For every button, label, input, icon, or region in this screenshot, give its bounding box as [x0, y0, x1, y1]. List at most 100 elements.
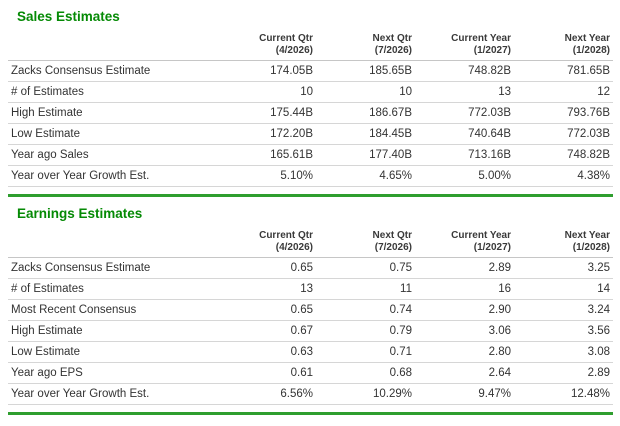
- section-separator-line: [8, 412, 613, 415]
- cell-value: 0.71: [316, 341, 415, 363]
- row-label: # of Estimates: [8, 81, 217, 103]
- cell-value: 748.82B: [514, 144, 613, 166]
- column-header-date: (1/2027): [473, 44, 511, 56]
- row-label: Zacks Consensus Estimate: [8, 257, 217, 279]
- table-row: Year ago EPS 0.61 0.68 2.64 2.89: [8, 362, 613, 384]
- column-header: Next Year (1/2028): [514, 230, 613, 258]
- row-label: Year ago Sales: [8, 144, 217, 166]
- column-header: Current Qtr (4/2026): [217, 33, 316, 61]
- row-label: High Estimate: [8, 320, 217, 342]
- earnings-estimates-section: Earnings Estimates Current Qtr (4/2026) Ne…: [8, 206, 613, 415]
- column-header-date: (7/2026): [374, 241, 412, 253]
- column-header: Next Qtr (7/2026): [316, 33, 415, 61]
- column-header: Next Qtr (7/2026): [316, 230, 415, 258]
- cell-value: 175.44B: [217, 102, 316, 124]
- column-header-period: Next Year: [564, 33, 610, 44]
- column-header-date: (4/2026): [275, 44, 313, 56]
- cell-value: 4.65%: [316, 165, 415, 187]
- table-row: Low Estimate 172.20B 184.45B 740.64B 772.03B: [8, 123, 613, 145]
- column-header-period: Next Year: [564, 230, 610, 241]
- cell-value: 3.56: [514, 320, 613, 342]
- row-label: Year ago EPS: [8, 362, 217, 384]
- cell-value: 11: [316, 278, 415, 300]
- cell-value: 793.76B: [514, 102, 613, 124]
- row-label: Low Estimate: [8, 341, 217, 363]
- cell-value: 177.40B: [316, 144, 415, 166]
- column-header-period: Current Year: [451, 33, 511, 44]
- column-header-date: (4/2026): [275, 241, 313, 253]
- cell-value: 0.61: [217, 362, 316, 384]
- table-row: High Estimate 175.44B 186.67B 772.03B 793.76…: [8, 102, 613, 124]
- column-header: Current Qtr (4/2026): [217, 230, 316, 258]
- cell-value: 2.90: [415, 299, 514, 321]
- row-label-column-header: [8, 230, 217, 258]
- table-row: High Estimate 0.67 0.79 3.06 3.56: [8, 320, 613, 342]
- column-header-date: (1/2027): [473, 241, 511, 253]
- row-label: High Estimate: [8, 102, 217, 124]
- cell-value: 0.65: [217, 299, 316, 321]
- row-label: Zacks Consensus Estimate: [8, 60, 217, 82]
- cell-value: 2.89: [415, 257, 514, 279]
- cell-value: 748.82B: [415, 60, 514, 82]
- cell-value: 2.80: [415, 341, 514, 363]
- table-row: # of Estimates 10 10 13 12: [8, 81, 613, 103]
- sales-estimates-table: Current Qtr (4/2026) Next Qtr (7/2026) Curre…: [8, 33, 613, 187]
- cell-value: 184.45B: [316, 123, 415, 145]
- table-row: Year ago Sales 165.61B 177.40B 713.16B 748.8…: [8, 144, 613, 166]
- cell-value: 772.03B: [415, 102, 514, 124]
- row-label: # of Estimates: [8, 278, 217, 300]
- cell-value: 3.06: [415, 320, 514, 342]
- sales-section-title: Sales Estimates: [17, 9, 120, 24]
- cell-value: 781.65B: [514, 60, 613, 82]
- cell-value: 13: [415, 81, 514, 103]
- column-header-period: Current Year: [451, 230, 511, 241]
- cell-value: 10.29%: [316, 383, 415, 405]
- cell-value: 0.79: [316, 320, 415, 342]
- cell-value: 0.68: [316, 362, 415, 384]
- cell-value: 172.20B: [217, 123, 316, 145]
- column-header-period: Current Qtr: [259, 230, 313, 241]
- row-label-column-header: [8, 33, 217, 61]
- table-row: Zacks Consensus Estimate 174.05B 185.65B 74…: [8, 60, 613, 82]
- estimates-page: Sales Estimates Current Qtr (4/2026) Next …: [8, 9, 613, 415]
- column-header-period: Next Qtr: [372, 230, 412, 241]
- table-row: # of Estimates 13 11 16 14: [8, 278, 613, 300]
- row-label: Year over Year Growth Est.: [8, 165, 217, 187]
- cell-value: 772.03B: [514, 123, 613, 145]
- column-header: Current Year (1/2027): [415, 230, 514, 258]
- earnings-table-body: Zacks Consensus Estimate 0.65 0.75 2.89 3.25…: [8, 257, 613, 405]
- table-row: Year over Year Growth Est. 6.56% 10.29% 9.4…: [8, 383, 613, 405]
- cell-value: 4.38%: [514, 165, 613, 187]
- earnings-table-header: Current Qtr (4/2026) Next Qtr (7/2026) Curre…: [8, 230, 613, 258]
- cell-value: 16: [415, 278, 514, 300]
- column-header: Current Year (1/2027): [415, 33, 514, 61]
- cell-value: 5.10%: [217, 165, 316, 187]
- cell-value: 0.63: [217, 341, 316, 363]
- column-header-date: (1/2028): [572, 241, 610, 253]
- cell-value: 6.56%: [217, 383, 316, 405]
- table-row: Zacks Consensus Estimate 0.65 0.75 2.89 3.25: [8, 257, 613, 279]
- column-header-date: (1/2028): [572, 44, 610, 56]
- cell-value: 2.89: [514, 362, 613, 384]
- cell-value: 3.25: [514, 257, 613, 279]
- cell-value: 186.67B: [316, 102, 415, 124]
- cell-value: 13: [217, 278, 316, 300]
- cell-value: 10: [217, 81, 316, 103]
- sales-table-body: Zacks Consensus Estimate 174.05B 185.65B 74…: [8, 60, 613, 187]
- column-header-row: Current Qtr (4/2026) Next Qtr (7/2026) Curre…: [8, 230, 613, 258]
- cell-value: 5.00%: [415, 165, 514, 187]
- cell-value: 2.64: [415, 362, 514, 384]
- cell-value: 185.65B: [316, 60, 415, 82]
- sales-estimates-section: Sales Estimates Current Qtr (4/2026) Next …: [8, 9, 613, 197]
- cell-value: 0.65: [217, 257, 316, 279]
- cell-value: 3.24: [514, 299, 613, 321]
- cell-value: 10: [316, 81, 415, 103]
- cell-value: 9.47%: [415, 383, 514, 405]
- cell-value: 12.48%: [514, 383, 613, 405]
- cell-value: 14: [514, 278, 613, 300]
- cell-value: 713.16B: [415, 144, 514, 166]
- sales-table-header: Current Qtr (4/2026) Next Qtr (7/2026) Curre…: [8, 33, 613, 61]
- row-label: Most Recent Consensus: [8, 299, 217, 321]
- column-header: Next Year (1/2028): [514, 33, 613, 61]
- column-header-period: Next Qtr: [372, 33, 412, 44]
